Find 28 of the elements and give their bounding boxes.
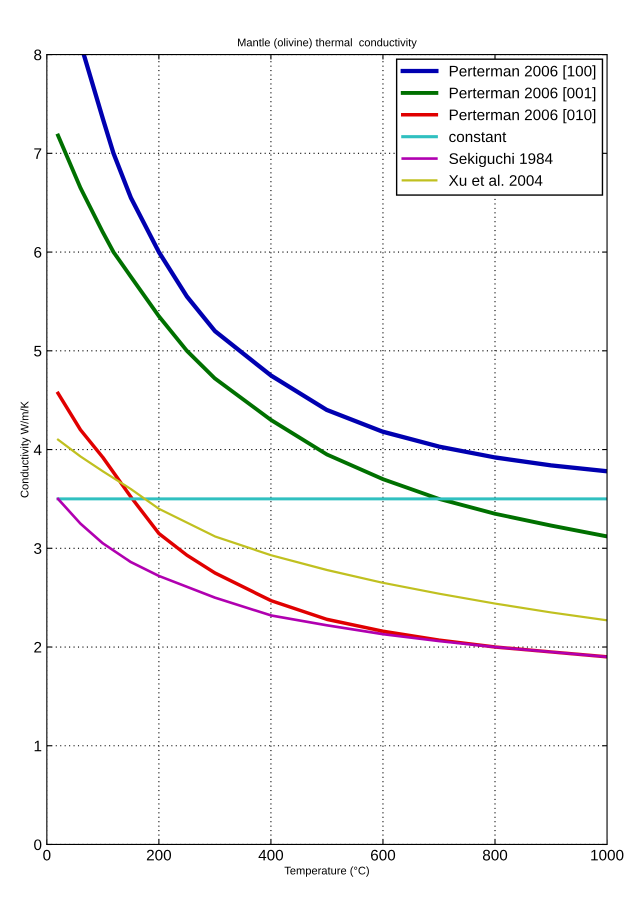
y-tick-label: 6 [34,246,42,258]
x-axis-title: Temperature (°C) [284,866,369,877]
x-tick-label: 0 [43,850,50,861]
line-series [56,134,608,538]
x-tick-label: 800 [482,850,508,861]
line-series [56,498,608,658]
y-tick-label: 2 [34,642,42,653]
y-tick-label: 8 [34,49,42,60]
y-tick-label: 0 [34,839,42,850]
y-tick-label: 4 [34,444,42,456]
legend-label: Xu et al. 2004 [448,174,542,186]
y-tick-label: 3 [34,543,42,554]
legend-label: Perterman 2006 [001] [450,87,596,102]
y-tick-label: 5 [34,346,42,356]
y-axis-title: Conductivity W/m/K [20,401,31,498]
chart-title: Mantle (olivine) thermal conductivity [238,38,417,49]
legend-label: Perterman 2006 [100] [450,65,596,80]
legend-label: Sekiguchi 1984 [449,152,553,168]
line-series [56,438,608,622]
y-tick-label: 7 [34,148,42,159]
legend-label: Perterman 2006 [010] [450,109,596,124]
x-tick-label: 600 [370,850,396,861]
x-tick-label: 400 [258,850,284,861]
y-tick-label: 1 [34,740,42,752]
legend-label: constant [449,132,506,142]
x-tick-label: 200 [146,850,172,861]
x-tick-label: 1000 [591,850,624,861]
line-series [82,54,608,474]
